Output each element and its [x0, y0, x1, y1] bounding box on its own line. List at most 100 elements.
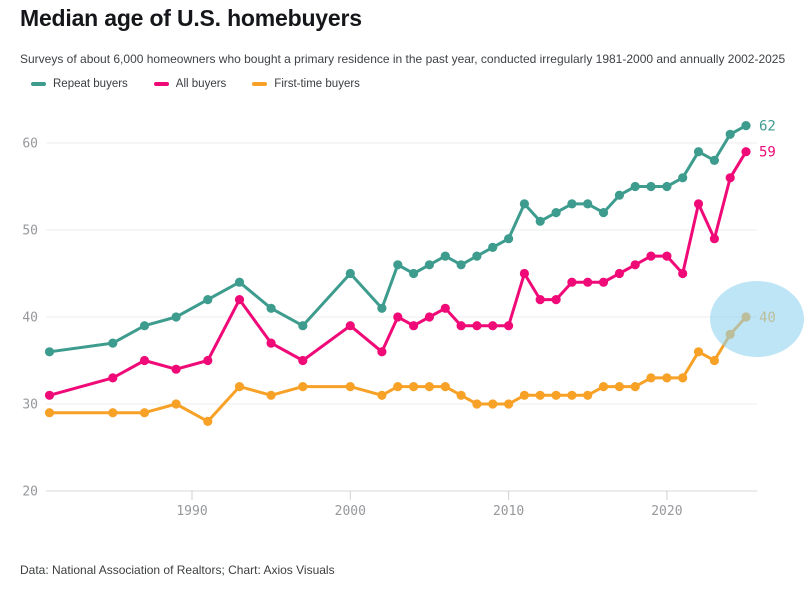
all-buyers-dot [693, 199, 704, 209]
repeat-buyers-dot [567, 199, 577, 209]
first-time-buyers-dot [234, 382, 245, 392]
repeat-buyers-dot [440, 251, 450, 261]
repeat-buyers-dot [424, 260, 434, 270]
first-time-buyers-dot [535, 390, 545, 400]
legend-swatch-icon [153, 82, 169, 86]
legend-item-label: All buyers [175, 78, 227, 90]
y-axis-tick-label: 30 [22, 397, 38, 412]
all-buyers-dot [504, 321, 514, 331]
first-time-buyers-dot [456, 390, 466, 400]
all-buyers-dot [266, 338, 276, 348]
repeat-buyers-dot [456, 260, 466, 270]
legend-item-label: Repeat buyers [53, 78, 128, 90]
repeat-buyers-dot [741, 121, 751, 131]
first-time-buyers-dot [345, 382, 355, 392]
first-time-buyers-dot [519, 390, 530, 400]
y-axis-tick-label: 50 [22, 223, 38, 238]
all-buyers-end-label: 59 [759, 145, 776, 161]
x-axis-tick-label: 2000 [335, 504, 366, 519]
repeat-buyers-dot [234, 277, 245, 287]
first-time-buyers-dot [678, 373, 688, 383]
first-time-buyers-dot [693, 347, 704, 357]
all-buyers-dots [44, 147, 751, 400]
first-time-buyers-line [48, 315, 748, 423]
all-buyers-dot [424, 312, 434, 322]
all-buyers-dot [725, 173, 735, 183]
y-axis-tick-label: 20 [22, 484, 38, 499]
y-axis-tick-label: 60 [22, 136, 38, 151]
first-time-buyers-dot [203, 416, 213, 426]
highlight-circle [710, 281, 804, 357]
chart-subtitle: Surveys of about 6,000 homeowners who bo… [20, 52, 786, 66]
repeat-buyers-dot [472, 251, 482, 261]
legend-item: All buyers [153, 78, 227, 90]
legend-item-label: First-time buyers [274, 78, 360, 90]
all-buyers-dot [662, 251, 672, 261]
all-buyers-dot [298, 355, 308, 366]
all-buyers-dot [472, 321, 482, 331]
first-time-buyers-dot [108, 408, 118, 418]
repeat-buyers-dot [377, 303, 387, 313]
first-time-buyers-dot [266, 390, 276, 400]
repeat-buyers-dot [298, 321, 308, 331]
first-time-buyers-dot [44, 408, 55, 418]
x-axis-tick-label: 2010 [493, 504, 524, 519]
first-time-buyers-dots [44, 312, 751, 426]
all-buyers-dot [377, 347, 387, 357]
repeat-buyers-dot [583, 199, 593, 209]
all-buyers-dot [234, 295, 245, 305]
all-buyers-dot [567, 277, 577, 287]
all-buyers-dot [709, 234, 720, 244]
repeat-buyers-dot [519, 199, 530, 209]
first-time-buyers-dot [551, 390, 561, 400]
repeat-buyers-dot [709, 155, 720, 165]
repeat-buyers-dot [139, 321, 150, 331]
first-time-buyers-dot [440, 382, 450, 392]
first-time-buyers-dot [567, 390, 577, 400]
all-buyers-dot [583, 277, 593, 287]
first-time-buyers-dot [409, 382, 419, 392]
repeat-buyers-dot [678, 173, 688, 183]
all-buyers-dot [598, 277, 609, 287]
first-time-buyers-dot [488, 399, 498, 409]
all-buyers-dot [409, 321, 419, 331]
repeat-buyers-dot [266, 303, 276, 313]
first-time-buyers-dot [630, 382, 640, 392]
repeat-buyers-dot [551, 208, 561, 218]
repeat-buyers-dots [44, 121, 751, 357]
legend-swatch-icon [252, 82, 268, 86]
repeat-buyers-dot [646, 181, 656, 192]
first-time-buyers-dot [393, 382, 403, 392]
repeat-buyers-dot [504, 234, 514, 244]
repeat-buyers-dot [693, 147, 704, 157]
line-chart: 20304050601990200020102020625940 [22, 119, 804, 519]
chart-title: Median age of U.S. homebuyers [20, 5, 362, 31]
repeat-buyers-dot [203, 295, 213, 305]
first-time-buyers-dot [709, 355, 720, 366]
repeat-buyers-dot [409, 268, 419, 279]
x-axis-tick-label: 1990 [176, 504, 207, 519]
all-buyers-dot [646, 251, 656, 261]
first-time-buyers-dot [646, 373, 656, 383]
all-buyers-dot [519, 268, 530, 279]
all-buyers-dot [171, 364, 181, 374]
all-buyers-dot [741, 147, 751, 157]
legend-item: First-time buyers [252, 78, 360, 90]
first-time-buyers-dot [424, 382, 434, 392]
first-time-buyers-dot [377, 390, 387, 400]
all-buyers-dot [139, 355, 150, 366]
all-buyers-dot [488, 321, 498, 331]
all-buyers-dot [345, 321, 355, 331]
repeat-buyers-dot [535, 216, 545, 226]
all-buyers-dot [108, 373, 118, 383]
all-buyers-dot [203, 355, 213, 366]
legend-item: Repeat buyers [31, 78, 128, 90]
all-buyers-dot [535, 295, 545, 305]
all-buyers-dot [630, 260, 640, 270]
repeat-buyers-dot [488, 242, 498, 252]
repeat-buyers-dot [393, 260, 403, 270]
y-axis-tick-label: 40 [22, 310, 38, 325]
first-time-buyers-dot [598, 382, 609, 392]
repeat-buyers-dot [598, 208, 609, 218]
first-time-buyers-dot [614, 382, 625, 392]
